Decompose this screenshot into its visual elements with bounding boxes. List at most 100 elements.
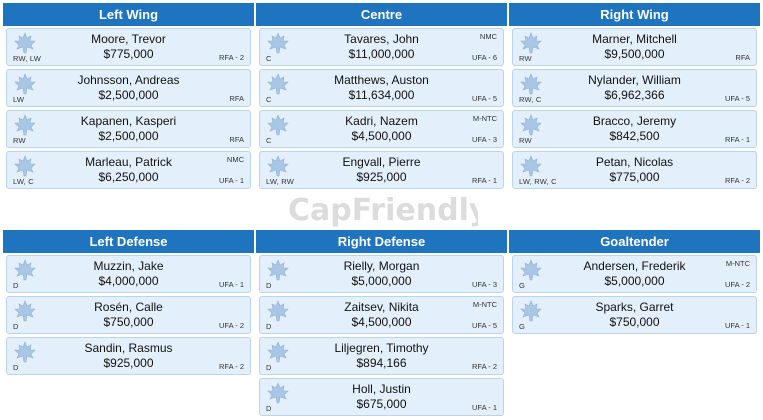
player-name[interactable]: Rosén, Calle: [94, 300, 163, 314]
player-position: C: [266, 54, 272, 63]
player-position: D: [266, 363, 272, 372]
player-card[interactable]: Kadri, Nazem $4,500,000 C UFA - 3 M-NTC: [259, 110, 504, 148]
player-position: D: [266, 281, 272, 290]
player-position: D: [13, 281, 19, 290]
player-position: RW, C: [519, 95, 542, 104]
section-header: Left Wing: [3, 3, 254, 26]
cap-hit: $925,000: [356, 170, 407, 184]
player-card[interactable]: Sparks, Garret $750,000 G UFA - 1: [512, 296, 757, 334]
contract-status: UFA - 1: [218, 176, 244, 185]
contract-status: UFA - 2: [724, 280, 750, 289]
player-position: RW: [519, 136, 532, 145]
contract-status: UFA - 1: [724, 321, 750, 330]
contract-status: RFA - 2: [218, 53, 244, 62]
player-name[interactable]: Rielly, Morgan: [343, 259, 420, 273]
player-name[interactable]: Marner, Mitchell: [592, 32, 677, 46]
cap-hit: $750,000: [609, 315, 660, 329]
player-card[interactable]: Marner, Mitchell $9,500,000 RW RFA: [512, 28, 757, 66]
player-card[interactable]: Zaitsev, Nikita $4,500,000 D UFA - 5 M-N…: [259, 296, 504, 334]
contract-status: RFA - 2: [218, 362, 244, 371]
player-name[interactable]: Andersen, Frederik: [583, 259, 686, 273]
cap-hit: $925,000: [103, 356, 154, 370]
contract-status: RFA - 2: [471, 362, 497, 371]
player-card[interactable]: Rosén, Calle $750,000 D UFA - 2: [6, 296, 251, 334]
player-position: G: [519, 281, 526, 290]
player-card[interactable]: Rielly, Morgan $5,000,000 D UFA - 3: [259, 255, 504, 293]
contract-status: UFA - 5: [724, 94, 750, 103]
player-card[interactable]: Marleau, Patrick $6,250,000 LW, C UFA - …: [6, 151, 251, 189]
contract-status: RFA: [229, 135, 244, 144]
contract-status: RFA - 2: [724, 176, 750, 185]
cap-hit: $6,962,366: [604, 88, 665, 102]
player-position: C: [266, 95, 272, 104]
maple-leaf-icon: [267, 114, 289, 136]
player-name[interactable]: Holl, Justin: [352, 382, 411, 396]
contract-clause: NMC: [226, 155, 244, 164]
cap-hit: $750,000: [103, 315, 154, 329]
cap-hit: $11,000,000: [348, 47, 415, 61]
player-name[interactable]: Matthews, Auston: [334, 73, 429, 87]
player-name[interactable]: Muzzin, Jake: [93, 259, 164, 273]
player-card[interactable]: Liljegren, Timothy $894,166 D RFA - 2: [259, 337, 504, 375]
contract-clause: M-NTC: [472, 300, 497, 309]
player-name[interactable]: Bracco, Jeremy: [592, 114, 677, 128]
section-header: Right Wing: [509, 3, 760, 26]
maple-leaf-icon: [520, 32, 542, 54]
player-card[interactable]: Matthews, Auston $11,634,000 C UFA - 5: [259, 69, 504, 107]
player-card[interactable]: Muzzin, Jake $4,000,000 D UFA - 1: [6, 255, 251, 293]
player-name[interactable]: Marleau, Patrick: [85, 155, 172, 169]
maple-leaf-icon: [520, 155, 542, 177]
contract-status: UFA - 3: [471, 280, 497, 289]
cap-hit: $2,500,000: [98, 129, 159, 143]
player-position: LW, C: [13, 177, 34, 186]
player-name[interactable]: Nylander, William: [588, 73, 681, 87]
player-card[interactable]: Kapanen, Kasperi $2,500,000 RW RFA: [6, 110, 251, 148]
player-card[interactable]: Andersen, Frederik $5,000,000 G UFA - 2 …: [512, 255, 757, 293]
player-card[interactable]: Petan, Nicolas $775,000 LW, RW, C RFA - …: [512, 151, 757, 189]
contract-status: UFA - 5: [471, 94, 497, 103]
player-card[interactable]: Sandin, Rasmus $925,000 D RFA - 2: [6, 337, 251, 375]
player-name[interactable]: Tavares, John: [344, 32, 419, 46]
player-name[interactable]: Petan, Nicolas: [595, 155, 674, 169]
contract-status: UFA - 3: [471, 135, 497, 144]
player-name[interactable]: Kadri, Nazem: [345, 114, 418, 128]
player-position: D: [13, 363, 19, 372]
section-header: Goaltender: [509, 230, 760, 253]
player-card[interactable]: Moore, Trevor $775,000 RW, LW RFA - 2: [6, 28, 251, 66]
player-position: LW: [13, 95, 25, 104]
player-card[interactable]: Johnsson, Andreas $2,500,000 LW RFA: [6, 69, 251, 107]
player-name[interactable]: Moore, Trevor: [91, 32, 166, 46]
maple-leaf-icon: [520, 114, 542, 136]
cap-hit: $9,500,000: [604, 47, 665, 61]
player-name[interactable]: Kapanen, Kasperi: [80, 114, 177, 128]
section-goaltender: Goaltender Andersen, Frederik $5,000,000…: [509, 230, 760, 337]
contract-clause: M-NTC: [472, 114, 497, 123]
player-name[interactable]: Engvall, Pierre: [342, 155, 421, 169]
maple-leaf-icon: [267, 155, 289, 177]
player-position: G: [519, 322, 526, 331]
contract-status: UFA - 2: [218, 321, 244, 330]
player-card[interactable]: Bracco, Jeremy $842,500 RW RFA - 1: [512, 110, 757, 148]
player-position: RW, LW: [13, 54, 42, 63]
player-card[interactable]: Nylander, William $6,962,366 RW, C UFA -…: [512, 69, 757, 107]
player-position: RW: [519, 54, 532, 63]
player-name[interactable]: Zaitsev, Nikita: [344, 300, 419, 314]
player-name[interactable]: Liljegren, Timothy: [334, 341, 429, 355]
player-position: D: [266, 322, 272, 331]
player-name[interactable]: Sandin, Rasmus: [84, 341, 173, 355]
player-name[interactable]: Sparks, Garret: [595, 300, 674, 314]
maple-leaf-icon: [267, 73, 289, 95]
section-left-defense: Left Defense Muzzin, Jake $4,000,000 D U…: [3, 230, 254, 378]
player-position: LW, RW: [266, 177, 295, 186]
cap-hit: $675,000: [356, 397, 407, 411]
contract-status: UFA - 1: [471, 403, 497, 412]
cap-hit: $842,500: [609, 129, 660, 143]
player-card[interactable]: Tavares, John $11,000,000 C UFA - 6 NMC: [259, 28, 504, 66]
player-card[interactable]: Engvall, Pierre $925,000 LW, RW RFA - 1: [259, 151, 504, 189]
player-name[interactable]: Johnsson, Andreas: [77, 73, 180, 87]
cap-hit: $4,000,000: [98, 274, 159, 288]
contract-status: RFA - 1: [471, 176, 497, 185]
section-centre: Centre Tavares, John $11,000,000 C UFA -…: [256, 3, 507, 192]
maple-leaf-icon: [14, 32, 36, 54]
player-card[interactable]: Holl, Justin $675,000 D UFA - 1: [259, 378, 504, 416]
